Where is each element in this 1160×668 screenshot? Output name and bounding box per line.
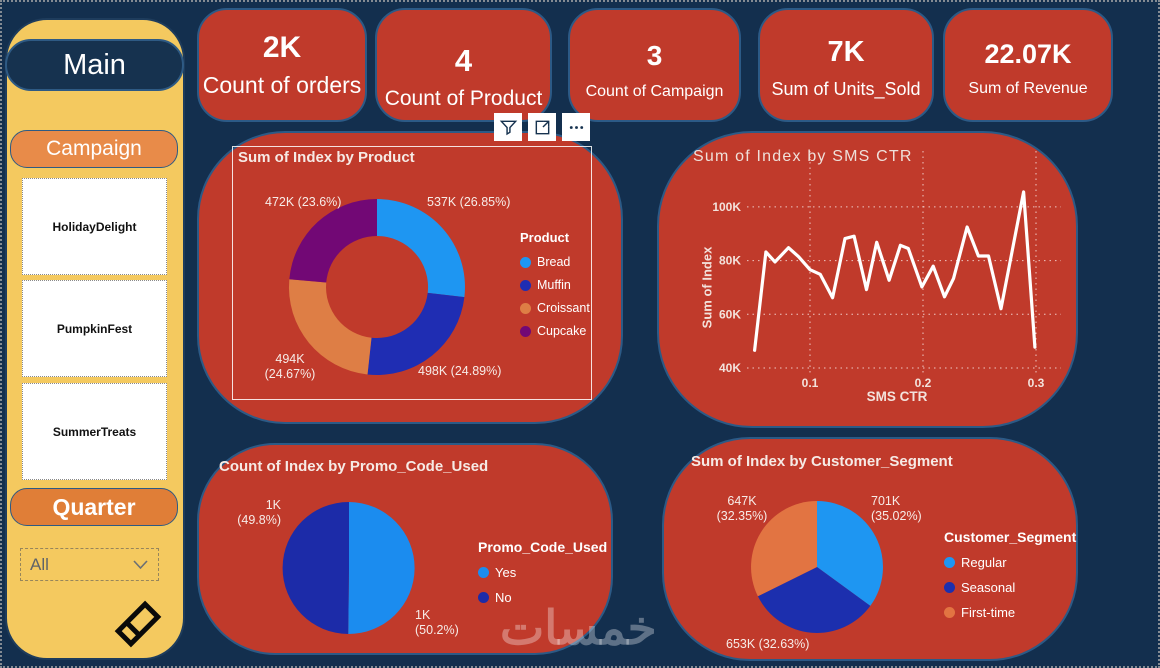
slice-label-first-time: 647K (32.35%) <box>716 494 768 523</box>
chart-title: Sum of Index by Product <box>238 149 415 166</box>
legend-swatch <box>478 567 489 578</box>
kpi-label: Count of orders <box>202 72 362 98</box>
svg-text:100K: 100K <box>712 200 741 214</box>
slice-label-muffin: 498K (24.89%) <box>418 364 502 378</box>
legend: Customer_Segment Regular Seasonal First-… <box>944 529 1076 630</box>
kpi-card-revenue[interactable]: 22.07K Sum of Revenue <box>943 8 1113 122</box>
kpi-value: 22.07K <box>984 38 1072 69</box>
kpi-value: 2K <box>262 31 302 64</box>
slice-label-seasonal: 653K (32.63%) <box>726 637 810 651</box>
sms-ctr-line-card[interactable]: Sum of Index by SMS CTR 0.1 0.2 0.3 100K 80K… <box>657 131 1078 428</box>
legend-item-bread[interactable]: Bread <box>520 255 590 269</box>
legend-swatch <box>478 592 489 603</box>
quarter-dropdown-value: All <box>30 554 49 574</box>
slicer-label: SummerTreats <box>52 424 137 439</box>
campaign-header-button[interactable]: Campaign <box>10 130 178 168</box>
kpi-label: Count of Product <box>384 87 543 110</box>
legend-swatch <box>520 256 531 268</box>
customer-segment-pie-card[interactable]: Sum of Index by Customer_Segment 647K (3… <box>662 437 1078 661</box>
chart-title: Count of Index by Promo_Code_Used <box>219 458 489 475</box>
legend-item-croissant[interactable]: Croissant <box>520 301 590 315</box>
slice-label-no: 1K (49.8%) <box>237 498 281 527</box>
legend-item-no[interactable]: No <box>478 590 607 605</box>
legend-title: Promo_Code_Used <box>478 539 608 555</box>
legend-title: Customer_Segment <box>944 529 1077 545</box>
kpi-value: 7K <box>827 36 865 68</box>
svg-text:40K: 40K <box>719 361 741 375</box>
kpi-label: Sum of Units_Sold <box>771 79 921 99</box>
more-options-icon[interactable] <box>562 113 590 141</box>
quarter-dropdown[interactable]: All <box>20 548 159 581</box>
focus-mode-icon[interactable] <box>528 113 556 141</box>
legend-title: Product <box>520 230 570 245</box>
legend-swatch <box>944 607 955 618</box>
slice-label-regular: 701K (35.02%) <box>871 494 922 523</box>
svg-text:80K: 80K <box>719 254 741 268</box>
y-axis-title: Sum of Index <box>699 246 715 329</box>
legend: Promo_Code_Used Yes No <box>478 539 607 615</box>
quarter-header-button[interactable]: Quarter <box>10 488 178 526</box>
visual-toolbar <box>494 113 590 141</box>
svg-text:0.1: 0.1 <box>802 376 819 390</box>
sidebar: Main Campaign HolidayDelight PumpkinFest… <box>5 18 185 660</box>
legend-swatch <box>944 582 955 593</box>
quarter-header-label: Quarter <box>52 493 136 520</box>
legend-item-cupcake[interactable]: Cupcake <box>520 324 590 338</box>
product-donut-chart[interactable] <box>199 133 625 426</box>
promo-code-pie-chart[interactable] <box>199 445 615 657</box>
legend-item-seasonal[interactable]: Seasonal <box>944 580 1076 595</box>
legend-swatch <box>520 325 531 337</box>
slice-label-bread: 537K (26.85%) <box>427 195 511 209</box>
main-nav-label: Main <box>63 48 126 81</box>
legend-item-muffin[interactable]: Muffin <box>520 278 590 292</box>
kpi-card-product[interactable]: 4 Count of Product <box>375 8 552 122</box>
filter-icon[interactable] <box>494 113 522 141</box>
khamsat-watermark: خمسات <box>500 601 657 654</box>
kpi-card-units-sold[interactable]: 7K Sum of Units_Sold <box>758 8 934 122</box>
promo-code-pie-card[interactable]: Count of Index by Promo_Code_Used 1K (49… <box>197 443 613 655</box>
slice-label-yes: 1K (50.2%) <box>415 608 459 637</box>
kpi-card-orders[interactable]: 2K Count of orders <box>197 8 367 122</box>
kpi-card-campaign[interactable]: 3 Count of Campaign <box>568 8 741 122</box>
chevron-down-icon[interactable] <box>132 559 149 570</box>
legend-swatch <box>944 557 955 568</box>
slice-label-cupcake: 472K (23.6%) <box>265 195 342 209</box>
svg-text:60K: 60K <box>719 307 741 321</box>
svg-text:0.2: 0.2 <box>915 376 932 390</box>
legend-swatch <box>520 279 531 291</box>
campaign-slicer-summertreats[interactable]: SummerTreats <box>22 383 167 480</box>
chart-title: Sum of Index by Customer_Segment <box>691 453 953 470</box>
legend-swatch <box>520 302 531 314</box>
campaign-slicer-pumpkinfest[interactable]: PumpkinFest <box>22 280 167 377</box>
sms-ctr-line-chart[interactable]: 0.1 0.2 0.3 100K 80K 60K 40K <box>659 133 1080 430</box>
customer-segment-pie-chart[interactable] <box>664 439 1080 663</box>
kpi-label: Count of Campaign <box>585 82 724 100</box>
legend: Product Bread Muffin Croissant Cupcake <box>520 230 590 347</box>
slicer-label: HolidayDelight <box>52 219 137 234</box>
slice-label-croissant: 494K (24.67%) <box>264 352 316 381</box>
campaign-slicer-holidaydelight[interactable]: HolidayDelight <box>22 178 167 275</box>
eraser-icon[interactable] <box>110 596 166 652</box>
x-axis-title: SMS CTR <box>866 389 928 404</box>
chart-title: Sum of Index by SMS CTR <box>693 148 913 165</box>
legend-item-regular[interactable]: Regular <box>944 555 1076 570</box>
kpi-label: Sum of Revenue <box>968 79 1088 97</box>
kpi-value: 4 <box>454 43 473 78</box>
kpi-value: 3 <box>646 39 663 71</box>
svg-text:0.3: 0.3 <box>1028 376 1045 390</box>
legend-item-first-time[interactable]: First-time <box>944 605 1076 620</box>
product-donut-card[interactable]: Sum of Index by Product 537K (26.85%) 49… <box>197 131 623 424</box>
slicer-label: PumpkinFest <box>56 321 133 336</box>
visual-frame <box>232 146 592 400</box>
main-nav-button[interactable]: Main <box>5 39 184 91</box>
legend-item-yes[interactable]: Yes <box>478 565 607 580</box>
campaign-header-label: Campaign <box>46 137 142 160</box>
